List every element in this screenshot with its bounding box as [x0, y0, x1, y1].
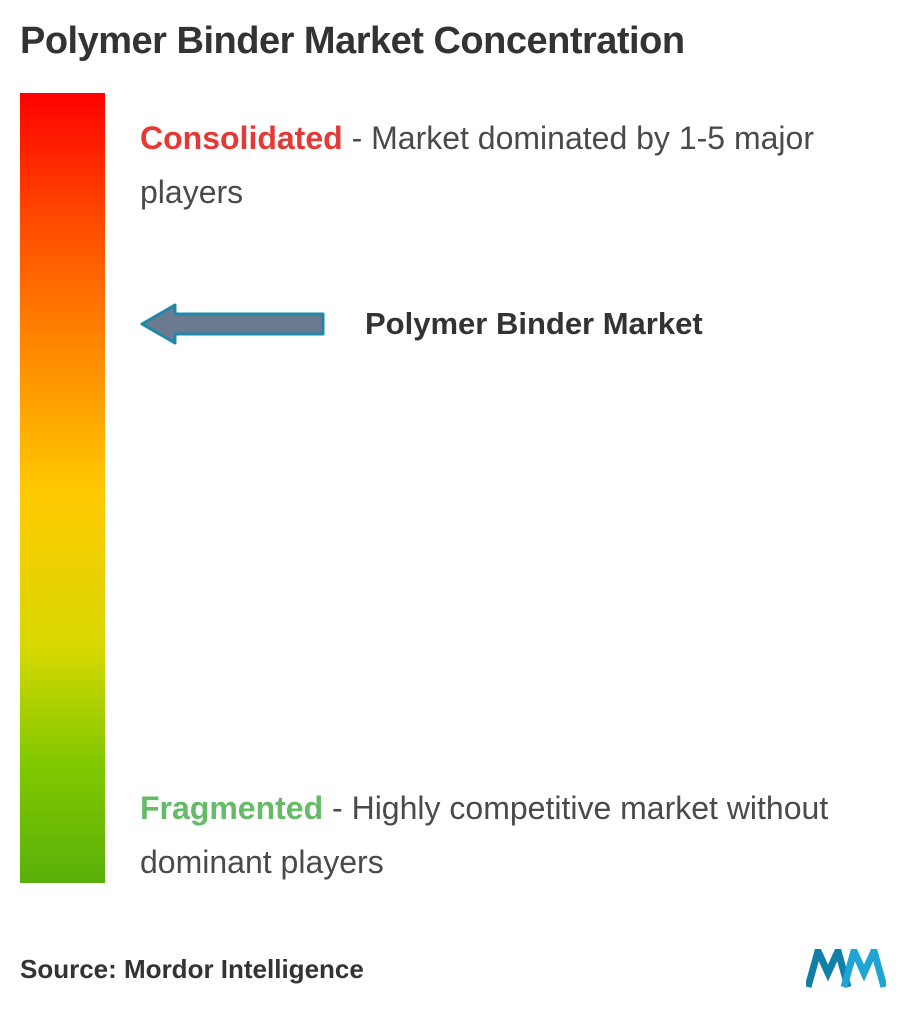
arrow-container: [140, 303, 325, 345]
fragmented-text: Fragmented - Highly competitive market w…: [140, 781, 876, 890]
content-area: Consolidated - Market dominated by 1-5 m…: [105, 93, 886, 883]
logo-icon: [806, 949, 886, 989]
content-wrapper: Consolidated - Market dominated by 1-5 m…: [20, 93, 886, 883]
consolidated-label: Consolidated: [140, 120, 343, 156]
fragmented-label: Fragmented: [140, 790, 323, 826]
consolidated-description: Consolidated - Market dominated by 1-5 m…: [140, 111, 876, 220]
page-title: Polymer Binder Market Concentration: [20, 20, 886, 63]
fragmented-description: Fragmented - Highly competitive market w…: [140, 781, 876, 890]
consolidated-text: Consolidated - Market dominated by 1-5 m…: [140, 111, 876, 220]
market-name-label: Polymer Binder Market: [365, 306, 703, 342]
concentration-gradient-bar: [20, 93, 105, 883]
footer: Source: Mordor Intelligence: [20, 949, 886, 989]
left-arrow-icon: [140, 303, 325, 345]
main-container: Polymer Binder Market Concentration Cons…: [0, 0, 906, 1009]
source-attribution: Source: Mordor Intelligence: [20, 954, 364, 985]
market-pointer: Polymer Binder Market: [140, 303, 876, 345]
mordor-logo: [806, 949, 886, 989]
